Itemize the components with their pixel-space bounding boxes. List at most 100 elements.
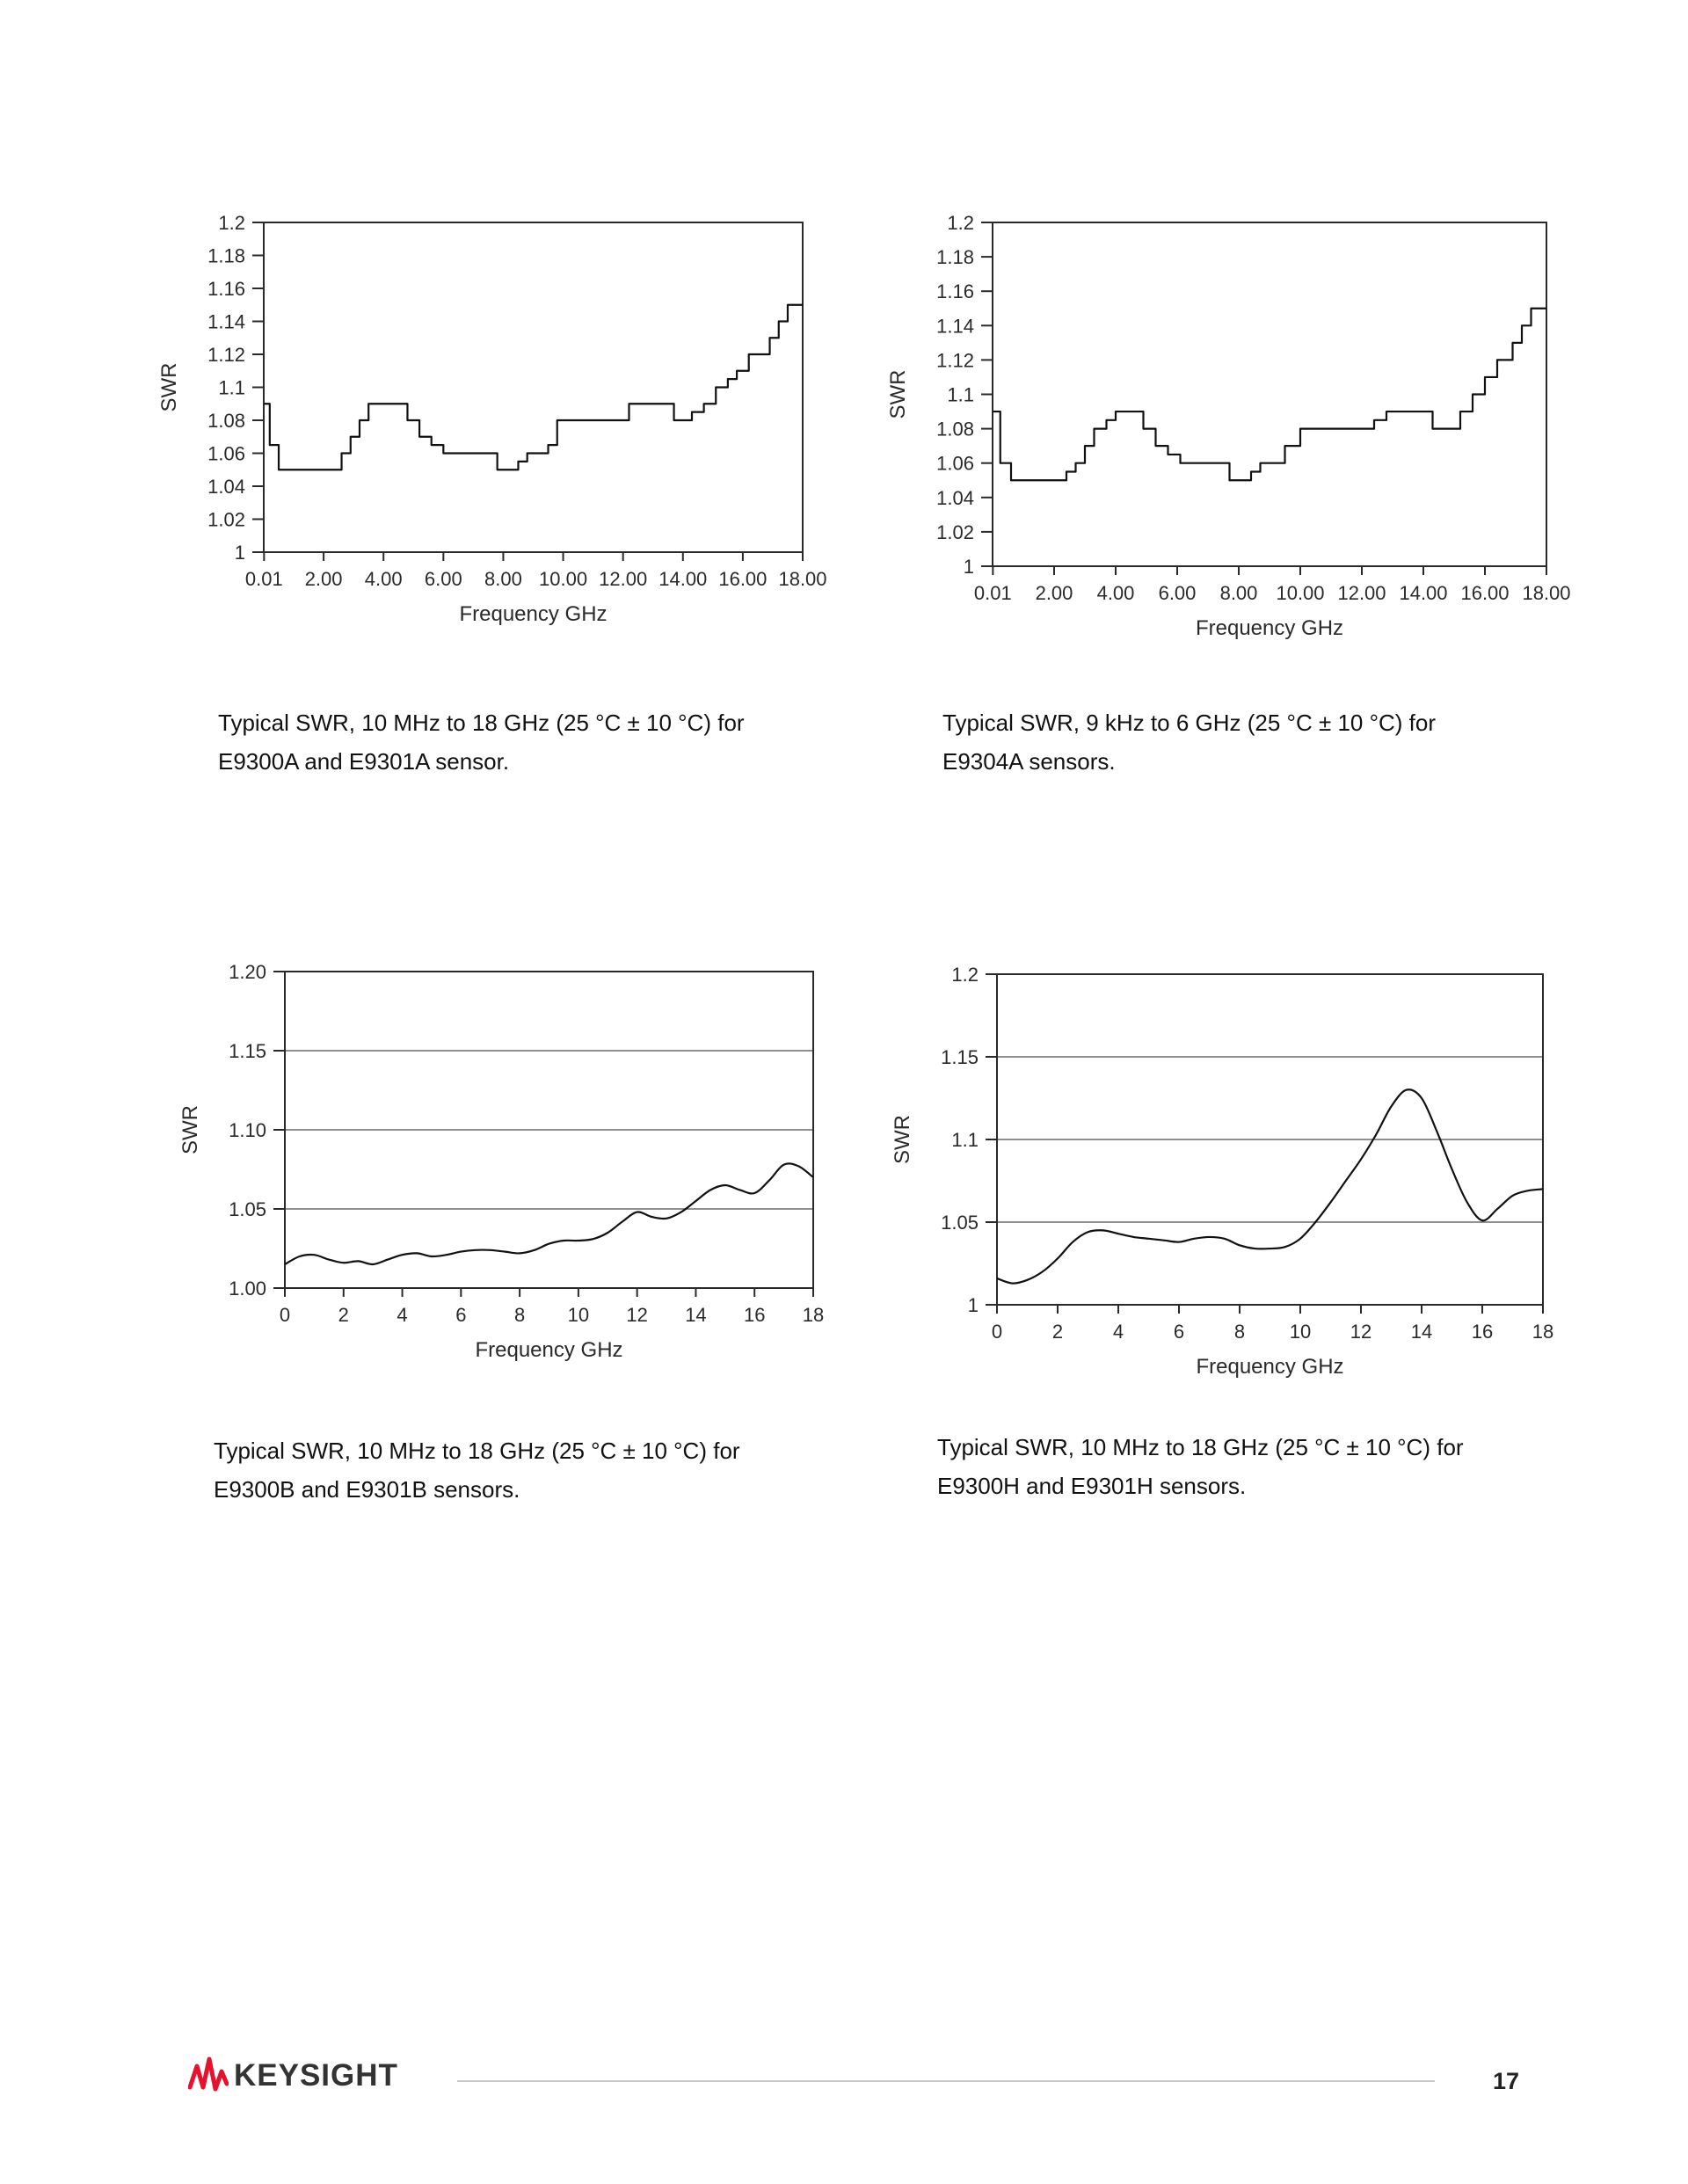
swr-chart-e9304a: 1 1.02 1.04 1.06 1.08 1.1 1.12 1.14 1.16 1.18 1.2 0… [862,202,1575,640]
svg-text:12.00: 12.00 [1337,582,1386,604]
svg-text:10: 10 [1290,1321,1311,1343]
svg-text:1.1: 1.1 [218,377,245,399]
svg-text:8.00: 8.00 [1220,582,1258,604]
svg-text:SWR: SWR [157,363,181,412]
svg-text:1.18: 1.18 [936,246,974,268]
svg-text:6: 6 [1174,1321,1184,1343]
svg-text:18.00: 18.00 [1522,582,1570,604]
svg-text:2.00: 2.00 [1036,582,1073,604]
keysight-spark-icon [188,2057,229,2092]
svg-text:12.00: 12.00 [599,568,647,590]
svg-text:16.00: 16.00 [718,568,767,590]
svg-text:1: 1 [964,556,974,578]
caption-line-2: E9300A and E9301A sensor. [218,748,510,775]
svg-text:10.00: 10.00 [1276,582,1324,604]
swr-chart-e9300b: 1.00 1.05 1.10 1.15 1.20 0 2 4 6 8 10 12 14 16 18 Frequ… [149,945,848,1372]
svg-text:10.00: 10.00 [539,568,587,590]
svg-text:1.10: 1.10 [229,1119,266,1141]
svg-text:4: 4 [1113,1321,1124,1343]
svg-text:6.00: 6.00 [425,568,462,590]
svg-text:Frequency GHz: Frequency GHz [475,1338,622,1362]
svg-text:14: 14 [685,1304,706,1326]
chart-caption-e9300a: Typical SWR, 10 MHz to 18 GHz (25 °C ± 1… [218,703,745,781]
svg-text:0: 0 [992,1321,1002,1343]
caption-line-1: Typical SWR, 10 MHz to 18 GHz (25 °C ± 1… [937,1434,1464,1460]
svg-text:1.2: 1.2 [951,964,979,986]
svg-text:1.18: 1.18 [207,245,245,267]
svg-text:2: 2 [338,1304,349,1326]
svg-text:SWR: SWR [886,370,910,419]
svg-text:8.00: 8.00 [484,568,522,590]
svg-text:1: 1 [968,1294,979,1316]
caption-line-1: Typical SWR, 10 MHz to 18 GHz (25 °C ± 1… [214,1438,740,1464]
svg-text:16.00: 16.00 [1460,582,1509,604]
svg-text:1.06: 1.06 [936,453,974,475]
svg-text:2: 2 [1052,1321,1063,1343]
svg-text:8: 8 [1234,1321,1245,1343]
svg-text:0.01: 0.01 [974,582,1012,604]
svg-text:1.15: 1.15 [229,1040,266,1062]
svg-text:1.2: 1.2 [218,212,245,234]
svg-text:1.00: 1.00 [229,1278,266,1299]
svg-text:SWR: SWR [891,1115,914,1164]
svg-text:18: 18 [1532,1321,1553,1343]
svg-text:0.01: 0.01 [245,568,283,590]
svg-text:14.00: 14.00 [658,568,707,590]
svg-text:4.00: 4.00 [1097,582,1135,604]
svg-text:1.02: 1.02 [207,509,245,531]
svg-text:1.2: 1.2 [947,212,974,234]
svg-text:10: 10 [568,1304,589,1326]
svg-text:1.05: 1.05 [229,1198,266,1220]
caption-line-2: E9304A sensors. [942,748,1116,775]
svg-text:Frequency GHz: Frequency GHz [1196,616,1343,640]
chart-caption-e9300h: Typical SWR, 10 MHz to 18 GHz (25 °C ± 1… [937,1428,1464,1505]
caption-line-2: E9300B and E9301B sensors. [214,1476,520,1503]
svg-text:1.02: 1.02 [936,521,974,543]
svg-text:1: 1 [235,542,245,564]
keysight-logo: KEYSIGHT [188,2056,398,2096]
svg-text:4.00: 4.00 [365,568,403,590]
footer-rule [457,2080,1435,2082]
svg-text:16: 16 [1472,1321,1493,1343]
svg-text:2.00: 2.00 [305,568,343,590]
svg-text:1.05: 1.05 [941,1212,979,1234]
swr-chart-e9300a: 1 1.02 1.04 1.06 1.08 1.1 1.12 1.14 1.16 1.18 1.2 0… [132,202,831,626]
svg-text:1.08: 1.08 [207,410,245,432]
svg-text:Frequency GHz: Frequency GHz [459,602,607,626]
svg-text:1.1: 1.1 [951,1129,979,1151]
svg-text:1.14: 1.14 [207,311,245,333]
svg-text:1.14: 1.14 [936,315,974,337]
svg-text:18.00: 18.00 [778,568,826,590]
svg-text:12: 12 [626,1304,647,1326]
svg-text:1.16: 1.16 [207,278,245,300]
keysight-brand-text: KEYSIGHT [234,2058,398,2093]
svg-text:14: 14 [1411,1321,1432,1343]
svg-text:1.12: 1.12 [207,344,245,366]
svg-text:1.16: 1.16 [936,280,974,302]
chart-caption-e9304a: Typical SWR, 9 kHz to 6 GHz (25 °C ± 10 … [942,703,1436,781]
page-number: 17 [1493,2068,1520,2094]
svg-text:1.08: 1.08 [936,419,974,440]
svg-text:1.15: 1.15 [941,1046,979,1068]
svg-text:4: 4 [397,1304,407,1326]
caption-line-1: Typical SWR, 9 kHz to 6 GHz (25 °C ± 10 … [942,710,1436,736]
svg-text:0: 0 [280,1304,290,1326]
swr-chart-e9300h: 1 1.05 1.1 1.15 1.2 0 2 4 6 8 10 12 14 16 18 Frequency … [870,945,1578,1389]
svg-text:SWR: SWR [178,1105,202,1154]
svg-text:8: 8 [514,1304,525,1326]
svg-text:12: 12 [1350,1321,1372,1343]
svg-text:6.00: 6.00 [1159,582,1197,604]
svg-text:1.04: 1.04 [936,487,974,509]
chart-caption-e9300b: Typical SWR, 10 MHz to 18 GHz (25 °C ± 1… [214,1431,740,1509]
svg-text:Frequency GHz: Frequency GHz [1196,1355,1343,1379]
svg-text:1.04: 1.04 [207,476,245,498]
svg-text:6: 6 [455,1304,466,1326]
svg-text:1.1: 1.1 [947,384,974,406]
caption-line-1: Typical SWR, 10 MHz to 18 GHz (25 °C ± 1… [218,710,745,736]
svg-text:18: 18 [803,1304,824,1326]
svg-text:1.12: 1.12 [936,349,974,371]
svg-text:16: 16 [744,1304,765,1326]
svg-text:1.20: 1.20 [229,961,266,983]
caption-line-2: E9300H and E9301H sensors. [937,1473,1247,1499]
